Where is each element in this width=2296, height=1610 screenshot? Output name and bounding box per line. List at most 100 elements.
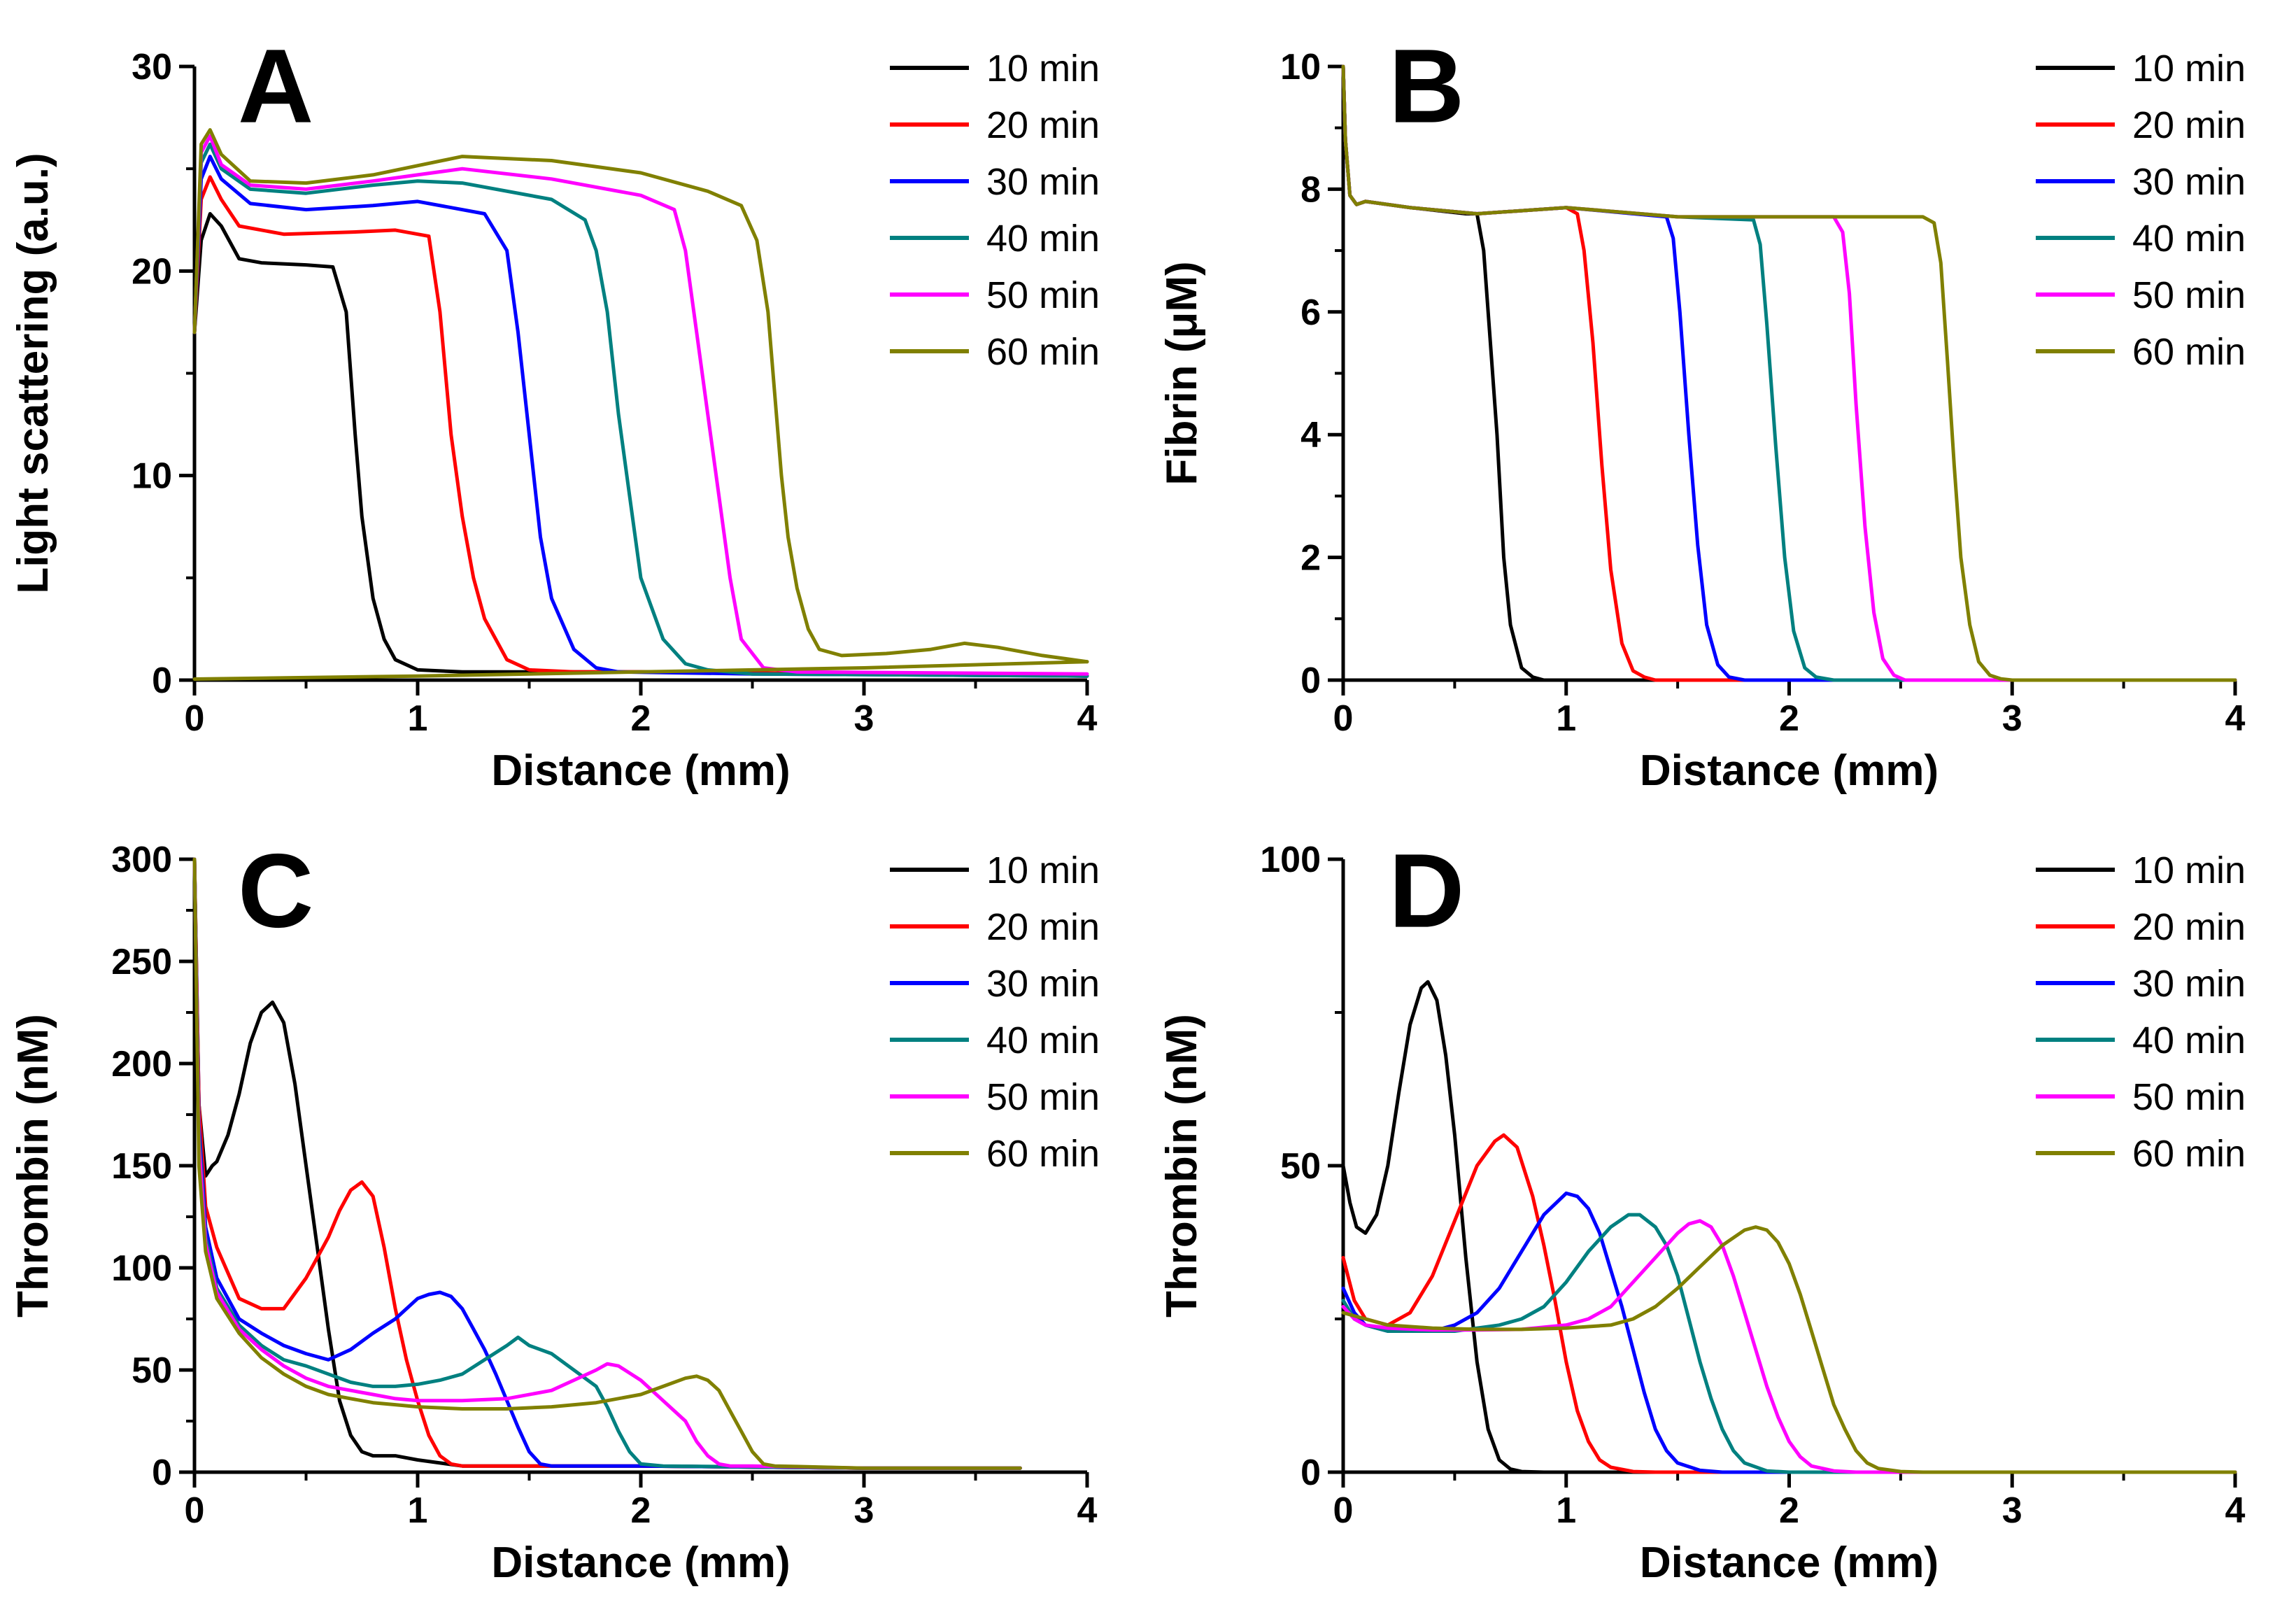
legend-label: 50 min xyxy=(2132,274,2246,316)
y-tick-label: 100 xyxy=(111,1248,172,1289)
x-tick-label: 1 xyxy=(408,1490,428,1531)
legend-label: 10 min xyxy=(986,48,1100,90)
series-line-30-min xyxy=(192,155,1089,678)
x-tick-label: 3 xyxy=(2002,1490,2022,1531)
legend-label: 60 min xyxy=(2132,1133,2246,1175)
x-tick-label: 2 xyxy=(1779,1490,1799,1531)
series-line-20-min xyxy=(192,857,1022,1470)
series-line-60-min xyxy=(192,128,1089,664)
series-line-20-min xyxy=(192,175,1089,678)
x-axis-title: Distance (mm) xyxy=(1640,1539,1939,1587)
legend-label: 30 min xyxy=(986,161,1100,203)
series-line-60-min xyxy=(1341,1225,2237,1474)
x-tick-label: 1 xyxy=(1556,698,1576,739)
legend-label: 10 min xyxy=(986,849,1100,891)
legend-label: 10 min xyxy=(2132,48,2246,90)
series-line-60-min xyxy=(192,857,1022,1470)
x-tick-label: 0 xyxy=(185,1490,205,1531)
x-tick-label: 2 xyxy=(1779,698,1799,739)
y-tick-label: 0 xyxy=(1301,1453,1321,1493)
y-tick-label: 0 xyxy=(1301,661,1321,701)
legend-label: 10 min xyxy=(2132,849,2246,891)
series-line-40-min xyxy=(192,857,1022,1470)
x-tick-label: 4 xyxy=(1077,698,1098,739)
legend-label: 20 min xyxy=(2132,906,2246,948)
y-tick-label: 20 xyxy=(132,251,172,292)
x-tick-label: 2 xyxy=(631,1490,651,1531)
y-tick-label: 4 xyxy=(1301,415,1321,456)
x-axis-title: Distance (mm) xyxy=(1640,747,1939,795)
panel-letter: D xyxy=(1389,832,1464,949)
y-axis-title: Fibrin (μM) xyxy=(1158,261,1206,485)
y-tick-label: 50 xyxy=(132,1350,172,1391)
x-tick-label: 1 xyxy=(408,698,428,739)
y-axis-title: Thrombin (nM) xyxy=(1158,1014,1206,1318)
legend-label: 60 min xyxy=(986,331,1100,373)
x-tick-label: 3 xyxy=(854,698,874,739)
series-line-10-min xyxy=(192,212,1089,678)
legend-label: 30 min xyxy=(2132,161,2246,203)
y-tick-label: 50 xyxy=(1280,1146,1321,1187)
legend-label: 40 min xyxy=(2132,218,2246,260)
series-line-60-min xyxy=(1341,64,2237,682)
y-tick-label: 30 xyxy=(132,47,172,87)
legend-label: 50 min xyxy=(986,1076,1100,1118)
y-tick-label: 200 xyxy=(111,1044,172,1085)
chart-panel-b: 0 1 2 3 4 0 2 4 6 8 10 Distance (mm) Fibrin (μM) B 10 … xyxy=(1158,27,2246,795)
legend-label: 50 min xyxy=(2132,1076,2246,1118)
series-line-30-min xyxy=(1341,1191,2237,1474)
y-tick-label: 0 xyxy=(152,1453,172,1493)
y-axis-title: Thrombin (nM) xyxy=(9,1014,57,1318)
x-tick-label: 0 xyxy=(185,698,205,739)
panel-letter: C xyxy=(238,832,313,949)
series-line-10-min xyxy=(192,857,1022,1470)
x-axis-title: Distance (mm) xyxy=(491,747,790,795)
legend-label: 20 min xyxy=(986,906,1100,948)
series-line-20-min xyxy=(1341,1133,2237,1474)
y-tick-label: 0 xyxy=(152,661,172,701)
y-tick-label: 300 xyxy=(111,840,172,880)
chart-panel-c: 0 1 2 3 4 0 50 100 150 200 250 300 Distance (mm) Thro… xyxy=(9,832,1100,1587)
y-tick-label: 150 xyxy=(111,1146,172,1187)
panel-letter: B xyxy=(1389,27,1464,145)
x-tick-label: 4 xyxy=(1077,1490,1098,1531)
y-tick-label: 10 xyxy=(1280,47,1321,87)
x-tick-label: 0 xyxy=(1333,1490,1354,1531)
legend-label: 30 min xyxy=(986,963,1100,1005)
y-tick-label: 8 xyxy=(1301,169,1321,210)
series-line-30-min xyxy=(192,857,1022,1470)
series-line-10-min xyxy=(1341,980,2237,1474)
x-axis-title: Distance (mm) xyxy=(491,1539,790,1587)
y-tick-label: 2 xyxy=(1301,538,1321,579)
series-line-40-min xyxy=(1341,64,2237,682)
x-tick-label: 3 xyxy=(2002,698,2022,739)
y-axis-title: Light scattering (a.u.) xyxy=(9,153,57,593)
y-tick-label: 10 xyxy=(132,456,172,497)
legend-label: 40 min xyxy=(986,1019,1100,1061)
legend-label: 40 min xyxy=(2132,1019,2246,1061)
chart-panel-d: 0 1 2 3 4 0 50 100 Distance (mm) Thrombin (nM) D 10… xyxy=(1158,832,2246,1587)
y-tick-label: 6 xyxy=(1301,292,1321,333)
legend-label: 20 min xyxy=(2132,104,2246,146)
x-tick-label: 4 xyxy=(2225,1490,2246,1531)
series-line-50-min xyxy=(192,857,1022,1470)
x-tick-label: 1 xyxy=(1556,1490,1576,1531)
legend-label: 40 min xyxy=(986,218,1100,260)
legend-label: 20 min xyxy=(986,104,1100,146)
x-tick-label: 4 xyxy=(2225,698,2246,739)
series-line-50-min xyxy=(192,134,1089,676)
y-tick-label: 250 xyxy=(111,942,172,982)
series-line-60-min xyxy=(192,660,1089,681)
x-tick-label: 0 xyxy=(1333,698,1354,739)
y-tick-label: 100 xyxy=(1260,840,1321,880)
legend-label: 60 min xyxy=(986,1133,1100,1175)
series-line-40-min xyxy=(192,142,1089,678)
x-tick-label: 3 xyxy=(854,1490,874,1531)
panel-letter: A xyxy=(238,27,313,145)
series-line-40-min xyxy=(1341,1213,2237,1474)
legend-label: 50 min xyxy=(986,274,1100,316)
legend-label: 30 min xyxy=(2132,963,2246,1005)
x-tick-label: 2 xyxy=(631,698,651,739)
chart-panel-a: 0 1 2 3 4 0 10 20 30 Distance (mm) Light scatterin… xyxy=(9,27,1100,795)
